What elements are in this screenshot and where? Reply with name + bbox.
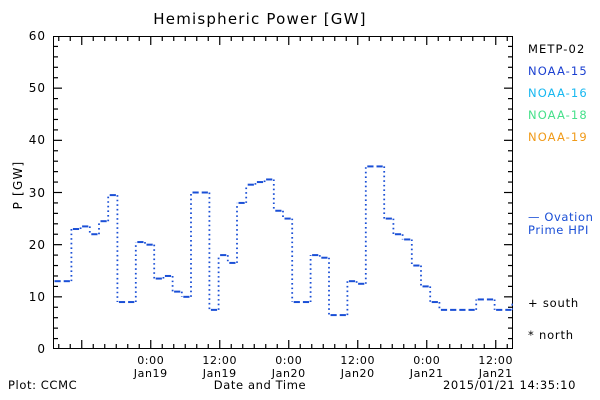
x-tick-label-group: 12:00 Jan21 xyxy=(462,354,530,380)
y-tick-label: 10 xyxy=(28,289,46,304)
x-tick-date: Jan21 xyxy=(409,367,444,380)
data-series-layer xyxy=(54,165,513,317)
plot-source-label: Plot: CCMC xyxy=(8,378,78,392)
y-axis-ticks xyxy=(53,36,513,349)
plot-area xyxy=(53,36,513,349)
y-tick-label: 30 xyxy=(28,185,46,200)
legend-item-noaa-16: NOAA-16 xyxy=(528,86,588,100)
x-tick-time: 0:00 xyxy=(413,354,441,367)
x-tick-label-group: 0:00 Jan20 xyxy=(255,354,323,380)
legend-symbol-south: + south xyxy=(528,296,580,310)
legend-item-noaa-15: NOAA-15 xyxy=(528,64,588,78)
y-tick-label: 0 xyxy=(37,342,46,356)
x-tick-date: Jan19 xyxy=(202,367,237,380)
legend-ovation-line1: — Ovation xyxy=(528,210,594,224)
x-tick-time: 12:00 xyxy=(340,354,376,367)
x-axis-ticks xyxy=(58,36,508,349)
plot-frame xyxy=(53,36,513,349)
y-tick-label: 20 xyxy=(28,237,46,252)
x-tick-label-group: 0:00 Jan21 xyxy=(393,354,461,380)
y-tick-label: 40 xyxy=(28,133,46,148)
x-tick-date: Jan20 xyxy=(271,367,306,380)
x-tick-time: 0:00 xyxy=(275,354,303,367)
legend-item-noaa-18: NOAA-18 xyxy=(528,108,588,122)
x-tick-date: Jan20 xyxy=(340,367,375,380)
x-tick-time: 12:00 xyxy=(478,354,514,367)
page-title: Hemispheric Power [GW] xyxy=(153,10,367,28)
x-axis-title: Date and Time xyxy=(213,378,307,392)
x-tick-label-group: 12:00 Jan20 xyxy=(324,354,392,380)
x-tick-date: Jan21 xyxy=(478,367,513,380)
legend-ovation-prime: — Ovation Prime HPI xyxy=(528,211,594,237)
y-tick-label: 60 xyxy=(28,29,46,43)
generation-timestamp: 2015/01/21 14:35:10 xyxy=(443,378,576,392)
legend-item-noaa-19: NOAA-19 xyxy=(528,130,588,144)
x-tick-time: 12:00 xyxy=(202,354,238,367)
y-tick-label: 50 xyxy=(28,81,46,96)
x-tick-label-group: 12:00 Jan19 xyxy=(186,354,254,380)
x-tick-time: 0:00 xyxy=(137,354,165,367)
legend-symbol-north: * north xyxy=(528,328,574,342)
legend-ovation-line2: Prime HPI xyxy=(528,223,589,237)
x-tick-label-group: 0:00 Jan19 xyxy=(117,354,185,380)
x-tick-date: Jan19 xyxy=(133,367,168,380)
legend-item-metp-02: METP-02 xyxy=(528,42,586,56)
